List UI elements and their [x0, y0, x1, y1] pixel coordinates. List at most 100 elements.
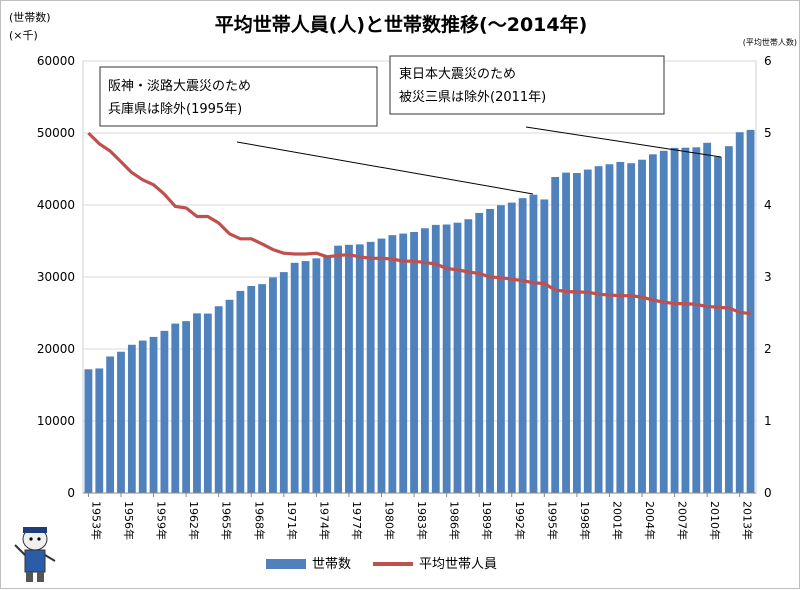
bar-1986	[442, 224, 451, 493]
bar-1994	[529, 194, 538, 494]
bar-1984	[421, 228, 429, 494]
annotation-higashinihon: 東日本大震災のため 被災三県は除外(2011年)	[389, 55, 665, 115]
right-tick-label: 5	[764, 126, 772, 140]
bar-1988	[464, 219, 473, 494]
mascot-illustration	[14, 527, 56, 582]
legend: 世帯数 平均世帯人員	[266, 557, 497, 572]
x-tick-label: 1998年	[578, 501, 592, 540]
annotation-higashinihon-line2: 被災三県は除外(2011年)	[399, 90, 546, 105]
right-tick-label: 2	[764, 342, 772, 356]
bar-1985	[431, 224, 440, 493]
legend-label-households: 世帯数	[312, 557, 351, 572]
bar-1989	[475, 212, 484, 494]
bar-1953	[84, 369, 93, 493]
bar-2007	[670, 147, 679, 493]
annotation-hanshin: 阪神・淡路大震災のため 兵庫県は除外(1995年)	[99, 66, 378, 127]
left-tick-label: 60000	[37, 54, 75, 68]
bar-2005	[648, 154, 657, 493]
bar-1960	[160, 330, 169, 493]
bar-1954	[95, 368, 104, 493]
bar-1968	[247, 286, 256, 493]
bar-1966	[225, 299, 234, 493]
bar-2004	[638, 159, 646, 493]
bar-1977	[345, 244, 353, 493]
x-tick-label: 1974年	[317, 501, 331, 540]
bar-1991	[497, 205, 505, 493]
bar-2003	[627, 163, 636, 494]
left-tick-label: 30000	[37, 270, 75, 284]
left-tick-label: 40000	[37, 198, 75, 212]
bar-2012	[724, 146, 733, 493]
right-axis-label: (平均世帯人数)	[743, 37, 797, 47]
bar-1973	[301, 261, 310, 493]
annotation-higashinihon-pointer	[525, 126, 722, 158]
left-tick-label: 50000	[37, 126, 75, 140]
left-axis-label-line2: (×千)	[9, 29, 38, 42]
left-tick-label: 10000	[37, 414, 75, 428]
bar-2000	[594, 166, 603, 493]
legend-label-avg-members: 平均世帯人員	[419, 557, 497, 572]
x-tick-label: 1968年	[252, 501, 266, 540]
bar-2002	[616, 161, 625, 493]
bar-2009	[692, 147, 701, 493]
x-tick-label: 1977年	[350, 501, 364, 540]
bar-2010	[703, 142, 712, 494]
bar-2008	[681, 147, 690, 494]
bar-1983	[410, 232, 418, 493]
bar-1962	[182, 321, 191, 493]
bar-2001	[605, 164, 614, 494]
bar-1999	[583, 169, 592, 494]
x-tick-label: 1986年	[448, 501, 462, 540]
left-axis-label-line1: (世帯数)	[9, 11, 51, 24]
x-tick-label: 2007年	[676, 501, 690, 540]
bar-1978	[355, 244, 364, 493]
x-tick-label: 1992年	[513, 501, 527, 540]
bar-1992	[507, 202, 516, 493]
bar-1996	[551, 176, 560, 493]
left-tick-label: 20000	[37, 342, 75, 356]
bar-1975	[323, 256, 332, 493]
bar-1972	[290, 262, 299, 493]
bar-1959	[149, 336, 158, 493]
line-series-group	[87, 131, 751, 316]
bar-1993	[518, 198, 527, 493]
bar-1980	[377, 238, 386, 493]
x-tick-label: 1995年	[545, 501, 559, 540]
bar-2014	[746, 129, 755, 494]
bar-1997	[562, 172, 570, 493]
bar-1965	[214, 306, 223, 493]
bar-1969	[258, 284, 267, 493]
bar-1974	[312, 258, 321, 493]
right-tick-label: 0	[764, 486, 772, 500]
x-tick-label: 1980年	[383, 501, 397, 540]
bar-2011	[714, 156, 722, 494]
x-tick-label: 2004年	[643, 501, 657, 540]
left-tick-label: 0	[67, 486, 75, 500]
right-tick-label: 6	[764, 54, 772, 68]
right-tick-label: 1	[764, 414, 772, 428]
x-tick-label: 1953年	[89, 501, 103, 540]
x-tick-label: 1989年	[480, 501, 494, 540]
x-tick-label: 1971年	[285, 501, 299, 540]
x-tick-label: 1959年	[155, 501, 169, 540]
x-tick-label: 1956年	[122, 501, 136, 540]
x-tick-label: 1983年	[415, 501, 429, 540]
bar-1955	[106, 356, 115, 493]
bar-1961	[171, 323, 180, 493]
bar-2006	[659, 150, 668, 493]
bar-1963	[193, 313, 201, 493]
bar-1957	[127, 344, 136, 493]
annotation-higashinihon-line1: 東日本大震災のため	[399, 66, 516, 82]
x-tick-label: 2013年	[741, 501, 755, 540]
bar-1967	[236, 290, 245, 493]
annotation-hanshin-line1: 阪神・淡路大震災のため	[108, 78, 251, 94]
bar-1987	[453, 222, 462, 493]
bar-1970	[269, 277, 277, 493]
chart-title: 平均世帯人員(人)と世帯数推移(〜2014年)	[215, 13, 588, 36]
bar-series	[84, 129, 755, 494]
annotation-hanshin-pointer	[236, 141, 534, 195]
bar-1979	[366, 241, 375, 493]
bar-1982	[399, 233, 408, 494]
bar-1971	[279, 272, 288, 493]
